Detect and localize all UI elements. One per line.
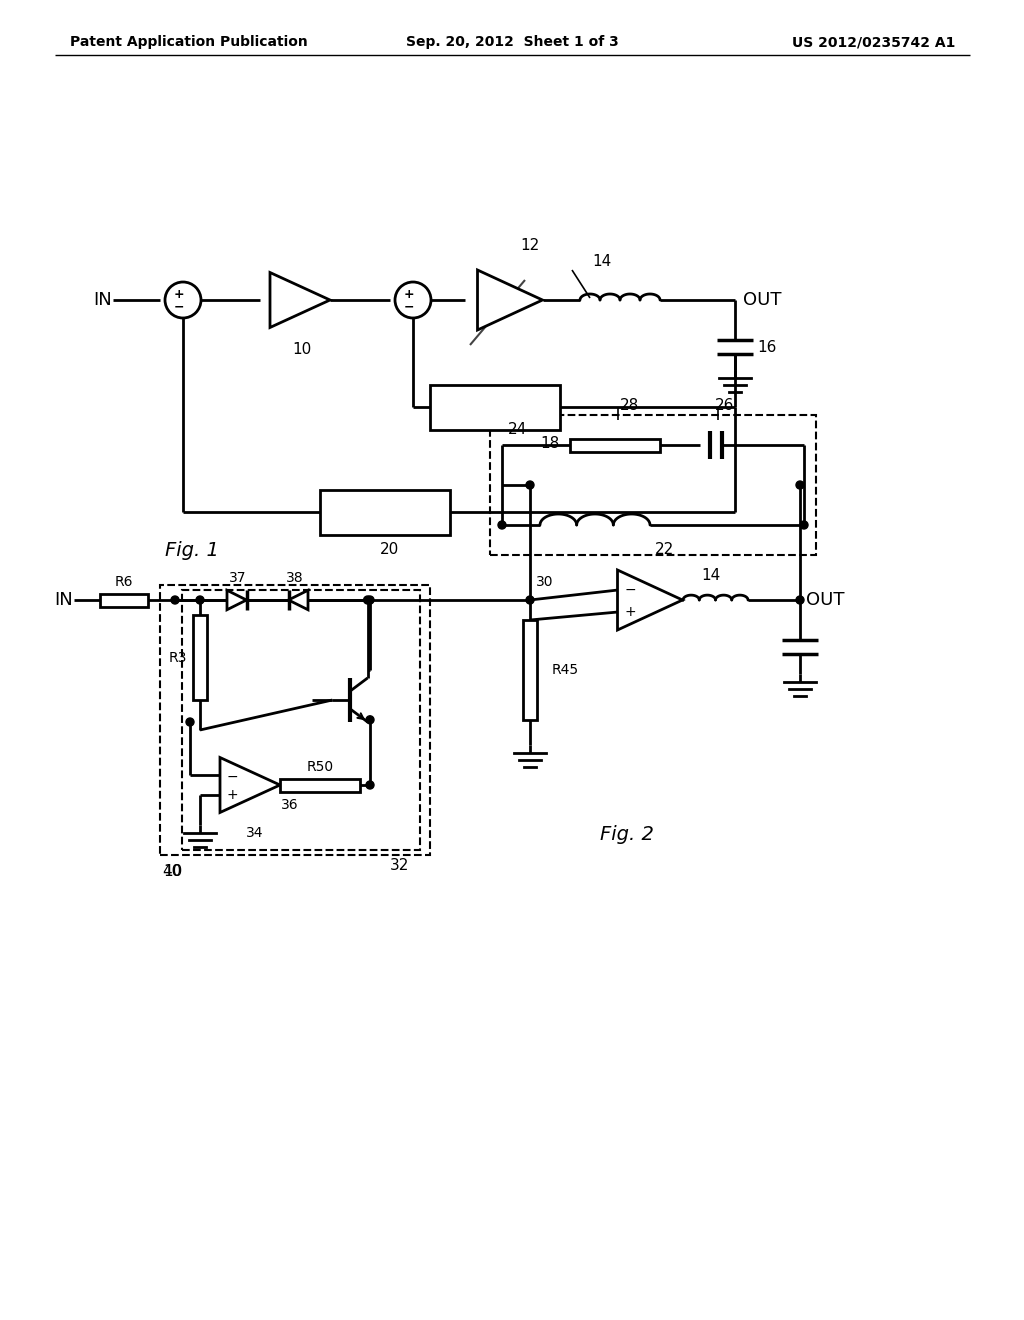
Bar [160, 585, 430, 855]
Text: 10: 10 [163, 863, 182, 879]
Circle shape [165, 282, 201, 318]
Text: R50: R50 [306, 760, 334, 774]
Text: 28: 28 [620, 397, 639, 412]
Text: R45: R45 [552, 663, 580, 677]
Circle shape [364, 597, 372, 605]
Circle shape [526, 480, 534, 488]
Bar [193, 615, 207, 700]
Text: Fig. 2: Fig. 2 [600, 825, 654, 845]
Text: 14: 14 [592, 255, 611, 269]
Text: +: + [403, 289, 415, 301]
Text: Patent Application Publication: Patent Application Publication [70, 36, 308, 49]
Bar [182, 590, 420, 850]
Text: 26: 26 [715, 397, 734, 412]
Circle shape [796, 597, 804, 605]
Text: 30: 30 [536, 576, 554, 589]
Text: 24: 24 [508, 422, 527, 437]
Bar [490, 414, 816, 554]
Circle shape [196, 597, 204, 605]
Text: OUT: OUT [743, 290, 781, 309]
Text: 37: 37 [229, 572, 247, 585]
Bar [570, 438, 660, 451]
Text: US 2012/0235742 A1: US 2012/0235742 A1 [792, 36, 955, 49]
Text: 18: 18 [540, 437, 559, 451]
Text: 10: 10 [292, 342, 311, 358]
Text: 40: 40 [162, 863, 181, 879]
Circle shape [796, 480, 804, 488]
Bar [523, 620, 537, 719]
Text: 32: 32 [390, 858, 410, 874]
Text: 34: 34 [246, 826, 264, 840]
Text: Fig. 1: Fig. 1 [165, 540, 219, 560]
Text: +: + [174, 289, 184, 301]
Text: 38: 38 [286, 572, 304, 585]
Text: −: − [226, 770, 238, 784]
Circle shape [186, 718, 194, 726]
Text: R3: R3 [169, 651, 187, 665]
Polygon shape [270, 272, 330, 327]
Text: 22: 22 [655, 543, 674, 557]
Polygon shape [227, 590, 247, 610]
Bar [319, 490, 450, 535]
Bar [280, 779, 360, 792]
Text: −: − [174, 301, 184, 314]
Text: 12: 12 [520, 238, 540, 252]
Circle shape [171, 597, 179, 605]
Text: +: + [625, 605, 636, 619]
Circle shape [366, 781, 374, 789]
Text: 36: 36 [282, 799, 299, 812]
Circle shape [395, 282, 431, 318]
Bar [430, 385, 560, 430]
Text: R6: R6 [115, 576, 133, 589]
Text: 16: 16 [757, 339, 776, 355]
Text: OUT: OUT [806, 591, 845, 609]
Polygon shape [220, 758, 280, 813]
Text: −: − [403, 301, 415, 314]
Polygon shape [617, 570, 683, 630]
Text: IN: IN [93, 290, 112, 309]
Polygon shape [289, 590, 308, 610]
Circle shape [366, 715, 374, 723]
Bar [100, 594, 148, 606]
Circle shape [366, 597, 374, 605]
Text: Sep. 20, 2012  Sheet 1 of 3: Sep. 20, 2012 Sheet 1 of 3 [406, 36, 618, 49]
Text: 14: 14 [701, 568, 720, 582]
Text: −: − [625, 583, 636, 597]
Circle shape [526, 597, 534, 605]
Text: +: + [226, 788, 238, 803]
Polygon shape [477, 271, 543, 330]
Circle shape [498, 521, 506, 529]
Text: IN: IN [54, 591, 73, 609]
Circle shape [800, 521, 808, 529]
Text: 20: 20 [380, 541, 399, 557]
